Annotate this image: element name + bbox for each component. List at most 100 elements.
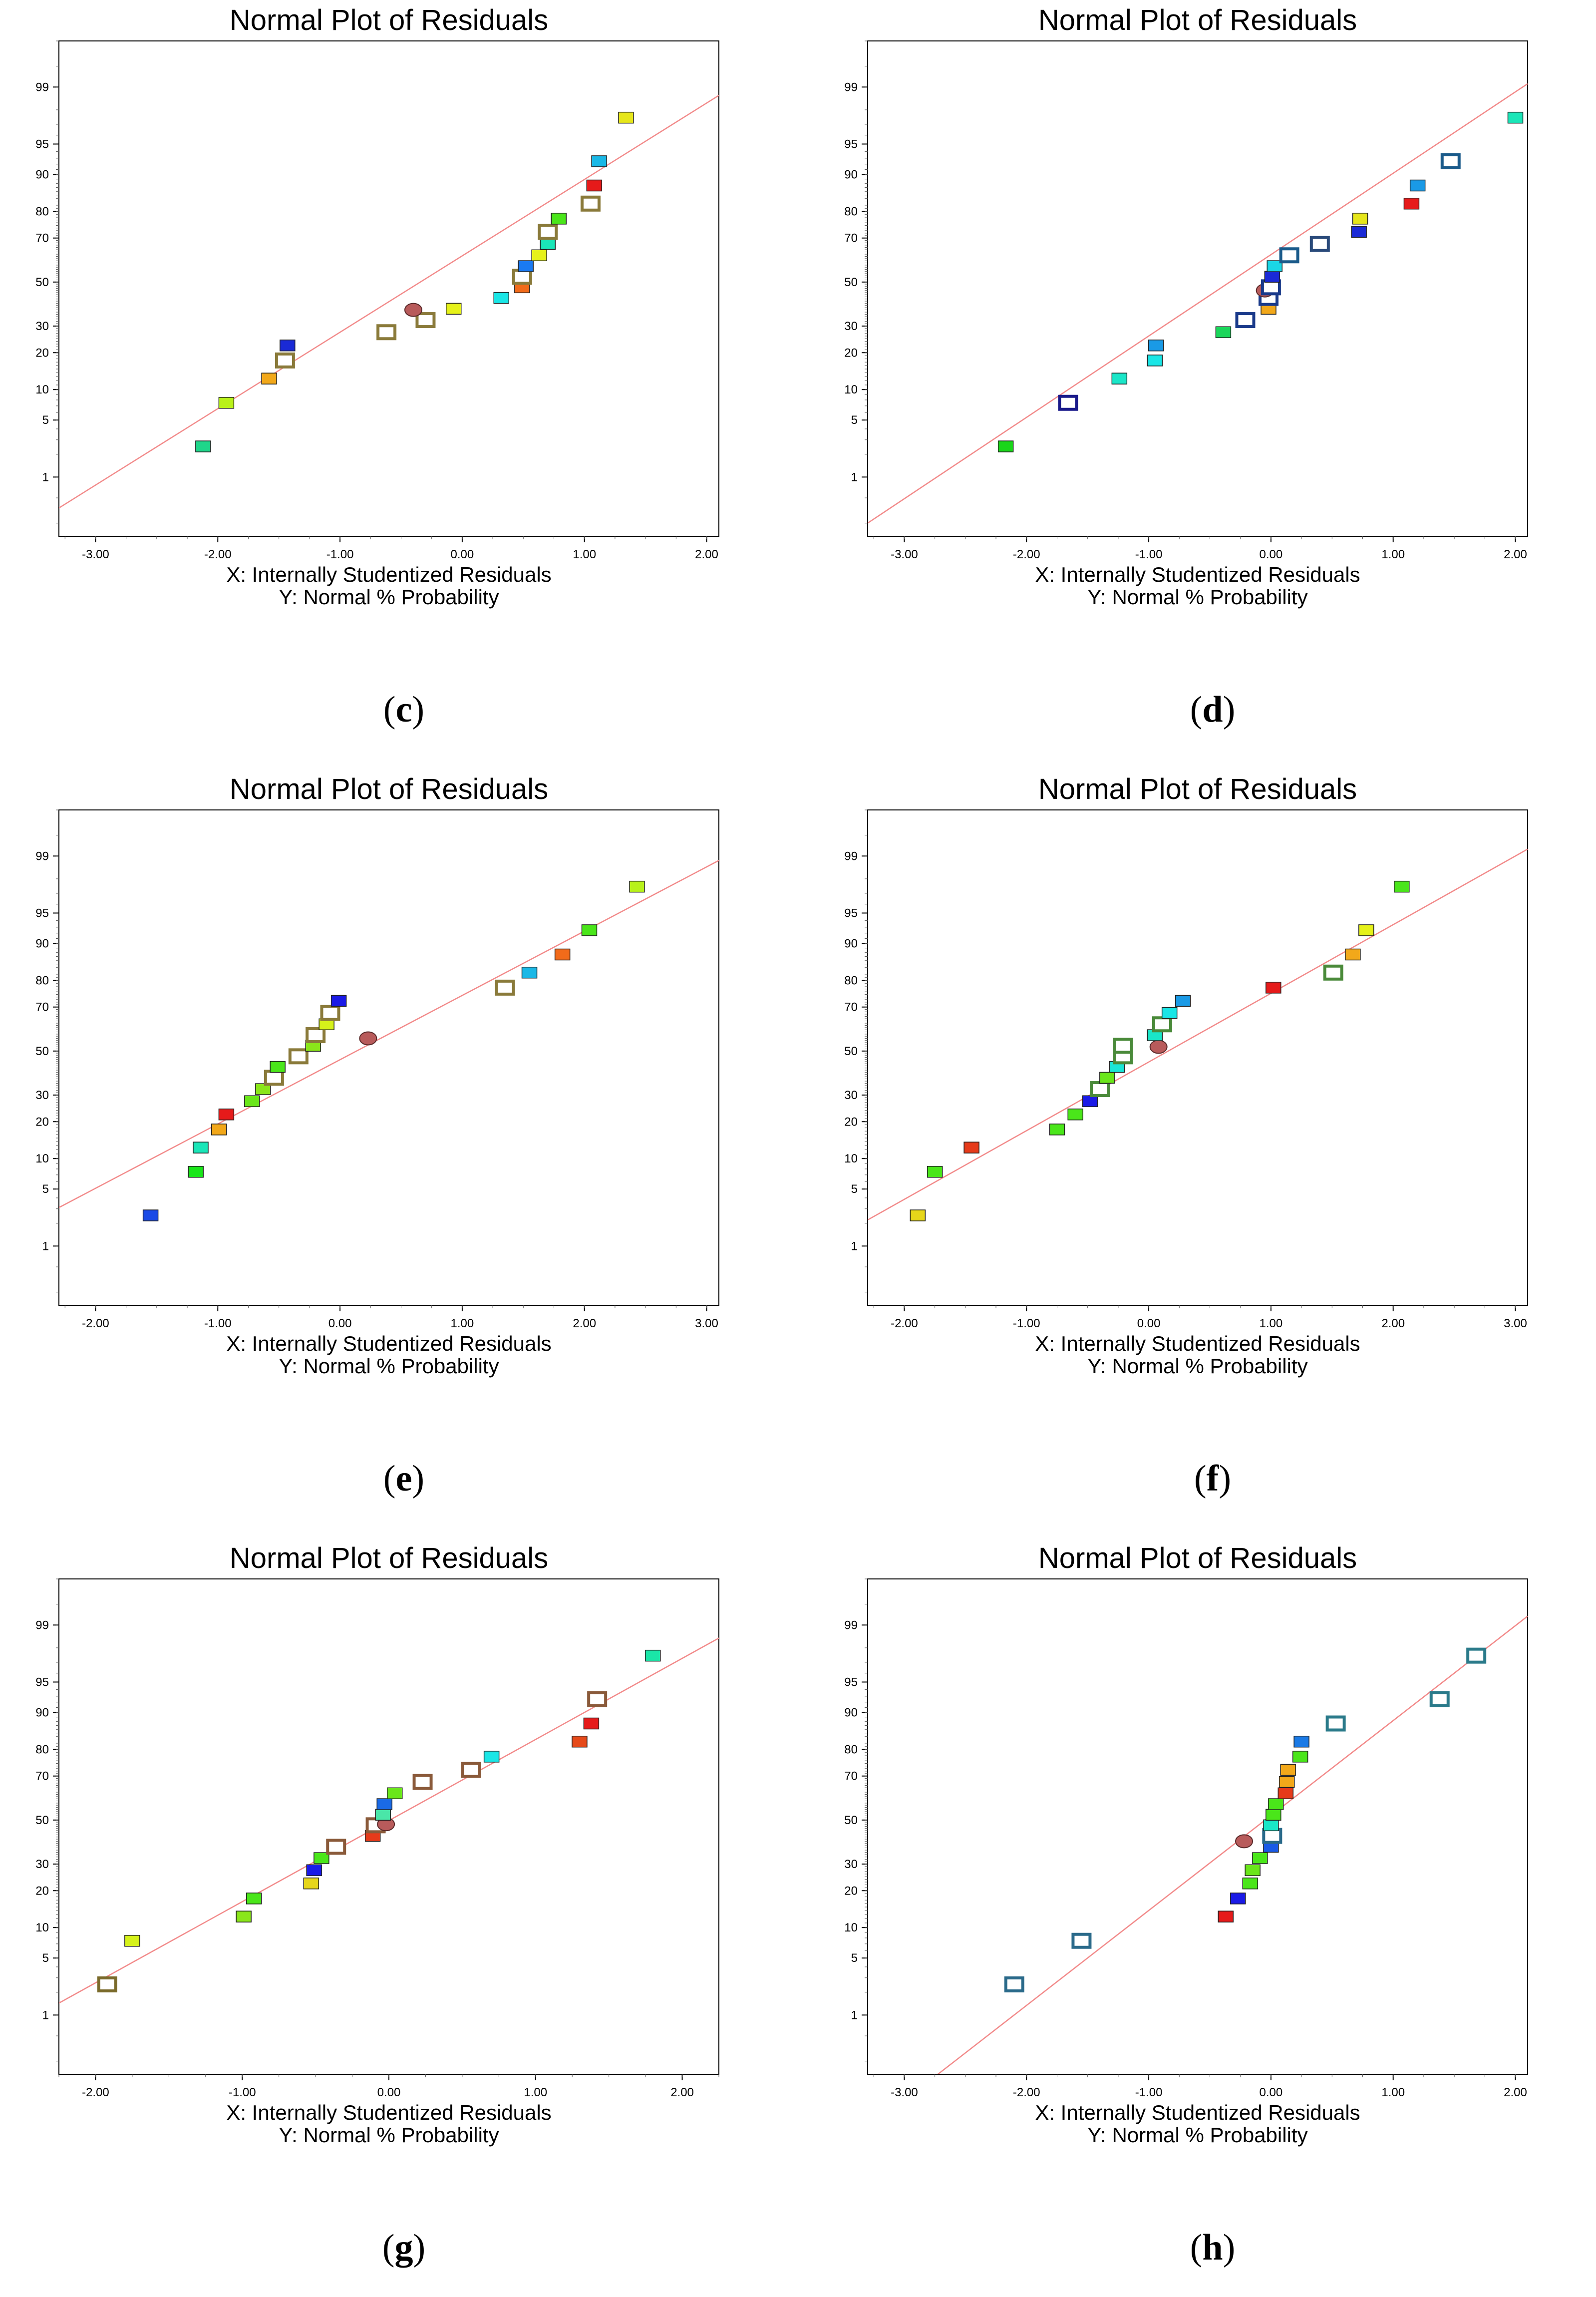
data-point	[306, 1864, 322, 1877]
data-point-replicate	[538, 224, 558, 240]
y-tick-label: 70	[35, 232, 49, 245]
plot-area	[59, 860, 719, 1221]
chart-panel-g: Normal Plot of Residuals 1 5 10 20 30 50 70 80 90…	[0, 1538, 749, 2297]
x-axis-label: X: Internally Studentized Residuals	[1035, 1332, 1360, 1355]
chart-title: Normal Plot of Residuals	[230, 1542, 548, 1574]
data-point-replicate	[512, 269, 532, 285]
y-tick-label: 30	[35, 1089, 49, 1102]
data-point	[280, 340, 296, 352]
data-point	[1358, 924, 1374, 936]
y-tick-label: 50	[844, 276, 858, 289]
x-tick-label: 0.00	[328, 1317, 352, 1330]
plot-frame	[867, 809, 1528, 1306]
x-tick-label: 1.00	[1260, 1317, 1283, 1330]
data-point	[483, 1751, 500, 1763]
y-tick-label: 1	[42, 1239, 49, 1253]
y-tick-label: 30	[844, 1089, 858, 1102]
data-point	[586, 179, 603, 192]
y-tick-label: 90	[35, 1706, 49, 1719]
chart-svg-e: Normal Plot of Residuals 1 5 10 20 30 50 70 80 90…	[35, 773, 719, 1499]
data-point	[1242, 1878, 1259, 1890]
y-axis-label: Y: Normal % Probability	[279, 2123, 499, 2147]
data-point	[1049, 1124, 1065, 1136]
x-tick-label: 0.00	[451, 548, 474, 561]
y-axis-label: Y: Normal % Probability	[1087, 1354, 1307, 1378]
data-point	[376, 1798, 392, 1810]
data-point-replicate	[587, 1691, 608, 1707]
data-point	[618, 111, 634, 124]
data-point	[1148, 340, 1164, 352]
y-tick-label: 50	[35, 1045, 49, 1058]
data-point	[1280, 1764, 1296, 1776]
y-tick-label: 80	[844, 974, 858, 987]
x-tick-label: -2.00	[204, 548, 232, 561]
chart-panel-h: Normal Plot of Residuals 1 5 10 20 30 50 70 80 90…	[809, 1538, 1558, 2297]
fit-line	[868, 83, 1528, 524]
x-tick-label: -3.00	[891, 2086, 918, 2099]
data-point-replicate	[326, 1839, 346, 1855]
y-tick-label: 5	[851, 1951, 858, 1965]
y-tick-label: 70	[35, 1770, 49, 1783]
data-point	[1507, 111, 1524, 124]
data-point	[211, 1124, 227, 1136]
y-tick-label: 80	[35, 1743, 49, 1756]
x-axis-label: X: Internally Studentized Residuals	[226, 2101, 551, 2124]
data-point-replicate	[275, 352, 295, 369]
data-point	[1230, 1893, 1246, 1905]
data-point	[124, 1934, 140, 1947]
data-point	[551, 213, 567, 225]
x-tick-label: 0.00	[377, 2086, 401, 2099]
data-point	[218, 396, 235, 409]
data-point	[493, 292, 509, 304]
y-tick-label: 30	[844, 320, 858, 333]
x-tick-label: -1.00	[1135, 548, 1163, 561]
data-point	[1268, 1798, 1284, 1810]
data-point-replicate	[1071, 1932, 1092, 1949]
y-axis-label: Y: Normal % Probability	[279, 1354, 499, 1378]
data-point	[142, 1209, 159, 1221]
data-point	[330, 995, 347, 1007]
data-point	[572, 1736, 588, 1748]
data-point	[1175, 995, 1191, 1007]
data-point	[1403, 198, 1420, 210]
x-axis-label: X: Internally Studentized Residuals	[226, 1332, 551, 1355]
y-tick-label: 99	[844, 849, 858, 863]
data-point	[236, 1911, 252, 1922]
data-point	[303, 1878, 319, 1890]
data-point	[521, 967, 538, 979]
data-point	[518, 260, 534, 272]
data-point	[375, 1809, 391, 1821]
data-point	[314, 1852, 329, 1864]
chart-svg-c: Normal Plot of Residuals 1 5 10 20 30 50 70 80 90…	[35, 4, 719, 730]
data-point	[581, 924, 598, 936]
chart-svg-d: Normal Plot of Residuals 1 5 10 20 30 50 70 80 90…	[844, 4, 1528, 730]
x-tick-label: 3.00	[695, 1317, 718, 1330]
x-tick-label: 1.00	[573, 548, 596, 561]
y-tick-label: 1	[851, 1239, 858, 1253]
x-tick-label: 2.00	[1381, 1317, 1405, 1330]
x-tick-label: -1.00	[1135, 2086, 1163, 2099]
y-tick-label: 99	[35, 849, 49, 863]
x-tick-label: 2.00	[573, 1317, 596, 1330]
data-point	[963, 1142, 979, 1153]
data-point-replicate	[1261, 279, 1281, 296]
panel-caption: (e)	[383, 1458, 424, 1499]
y-tick-label: 80	[844, 205, 858, 218]
y-tick-label: 99	[844, 1618, 858, 1632]
data-point	[540, 238, 556, 250]
data-point	[255, 1083, 271, 1095]
data-point	[1293, 1736, 1309, 1748]
data-point	[387, 1787, 403, 1800]
data-point	[927, 1165, 943, 1178]
x-tick-label: 2.00	[1504, 548, 1527, 561]
y-tick-label: 10	[844, 1152, 858, 1165]
data-point	[1351, 226, 1367, 238]
y-tick-label: 20	[844, 346, 858, 360]
chart-svg-h: Normal Plot of Residuals 1 5 10 20 30 50 70 80 90…	[844, 1542, 1528, 2268]
x-tick-label: -2.00	[82, 2086, 109, 2099]
data-point	[1245, 1864, 1261, 1877]
chart-panel-e: Normal Plot of Residuals 1 5 10 20 30 50 70 80 90…	[0, 769, 749, 1528]
data-point	[1252, 1852, 1268, 1864]
data-point	[997, 440, 1014, 452]
data-point-replicate	[1325, 1715, 1346, 1732]
